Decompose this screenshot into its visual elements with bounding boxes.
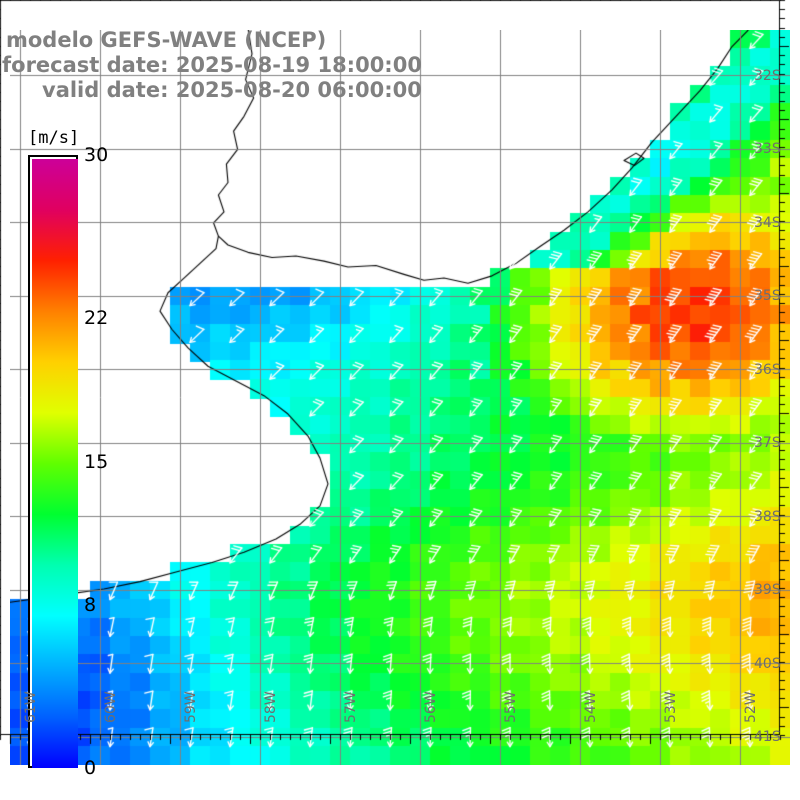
lon-label-57W: 57W	[343, 691, 359, 723]
colorbar-box	[28, 155, 78, 768]
lat-label-34S: 34S	[754, 214, 781, 231]
lon-label-56W: 56W	[423, 691, 439, 723]
lon-label-53W: 53W	[663, 691, 679, 723]
lat-label-32S: 32S	[754, 67, 781, 84]
colorbar-tick-30: 30	[84, 144, 109, 166]
lat-label-38S: 38S	[754, 508, 781, 525]
lon-label-54W: 54W	[583, 691, 599, 723]
colorbar-tick-22: 22	[84, 307, 109, 330]
lon-label-59W: 59W	[183, 691, 199, 723]
lon-label-61W: 61W	[23, 691, 39, 723]
lon-label-55W: 55W	[503, 691, 519, 723]
lat-label-37S: 37S	[754, 435, 781, 452]
lat-label-35S: 35S	[754, 288, 781, 305]
lat-label-41S: 41S	[754, 729, 781, 746]
colorbar	[28, 155, 80, 770]
colorbar-tick-0: 0	[84, 757, 97, 779]
lat-label-39S: 39S	[754, 582, 781, 599]
colorbar-tick-15: 15	[84, 450, 109, 473]
axis-frame-and-ticks	[0, 0, 790, 770]
colorbar-unit-label: [m/s]	[28, 128, 80, 148]
lon-label-52W: 52W	[743, 691, 759, 723]
lon-label-58W: 58W	[263, 691, 279, 723]
colorbar-tick-8: 8	[84, 593, 97, 616]
lat-label-40S: 40S	[754, 655, 781, 672]
lon-label-60W: 60W	[103, 691, 119, 723]
lat-label-33S: 33S	[754, 141, 781, 158]
colorbar-gradient	[32, 159, 78, 768]
lat-label-36S: 36S	[754, 361, 781, 378]
